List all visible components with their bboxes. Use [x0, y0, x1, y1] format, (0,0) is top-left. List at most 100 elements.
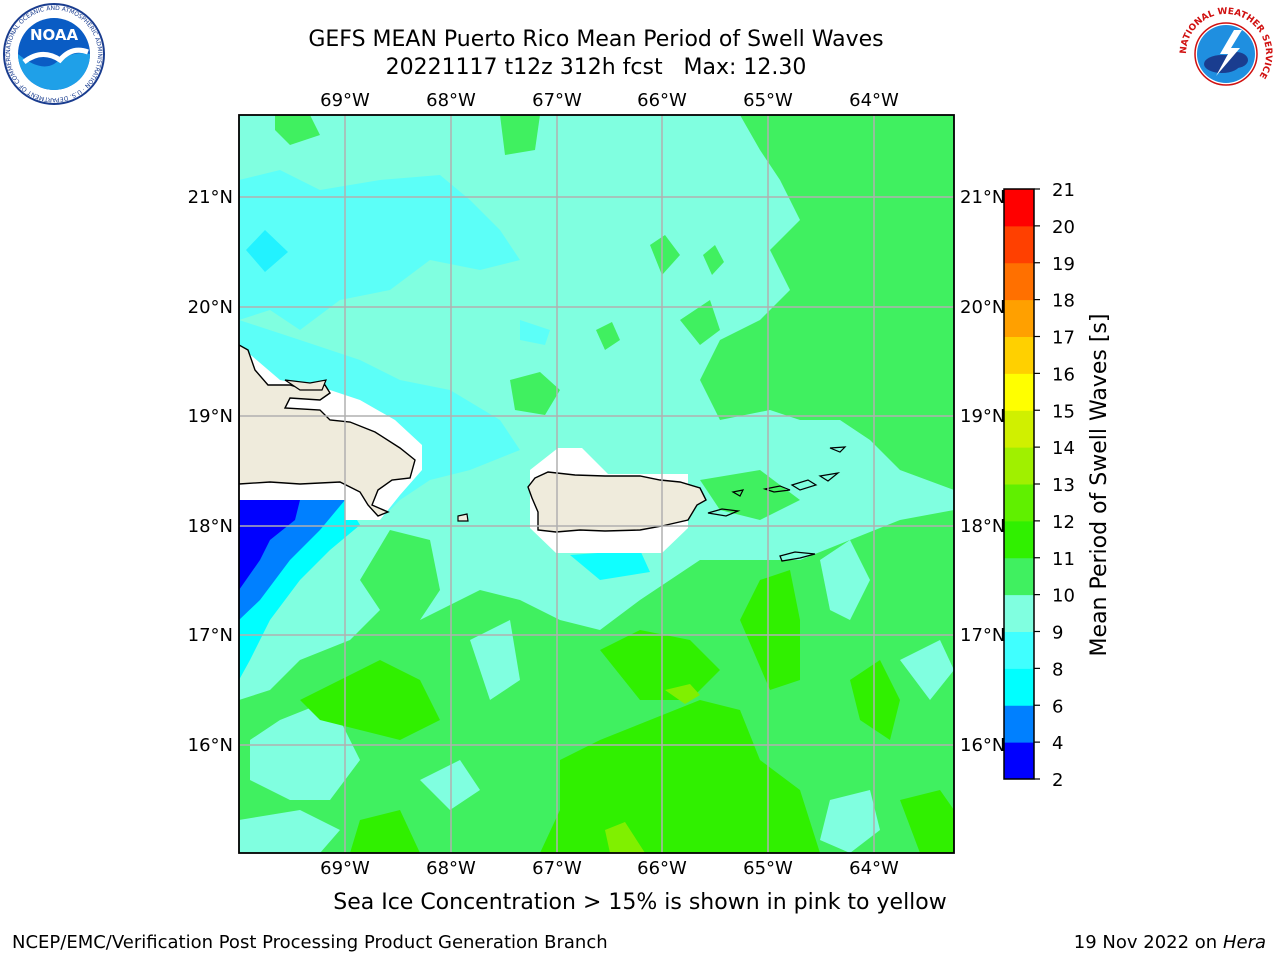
footer-date: 19 Nov 2022 on Hera [1074, 932, 1266, 953]
lon-labels-top: 69°W 68°W 67°W 66°W 65°W 64°W [320, 90, 899, 111]
colorbar-tick-label: 16 [1052, 364, 1075, 385]
field-11-12s-a [300, 660, 440, 740]
colorbar-swatch [1004, 410, 1034, 448]
lon-label: 65°W [743, 858, 793, 879]
colorbar-tick-label: 17 [1052, 328, 1075, 349]
lon-label: 65°W [743, 90, 793, 111]
colorbar-swatch [1004, 705, 1034, 743]
colorbar-tick-label: 10 [1052, 586, 1075, 607]
colorbar-swatch [1004, 447, 1034, 485]
lat-label: 21°N [960, 187, 1005, 208]
lat-label: 19°N [188, 406, 233, 427]
lat-label: 16°N [960, 735, 1005, 756]
field-9-10s-s4 [820, 790, 880, 853]
mona-island [457, 513, 469, 522]
colorbar-swatch [1004, 336, 1034, 374]
st-croix-land [779, 551, 816, 562]
colorbar-tick-label: 4 [1052, 733, 1063, 754]
colorbar-tick-label: 13 [1052, 475, 1075, 496]
map-frame [238, 114, 955, 854]
lat-label: 17°N [960, 625, 1005, 646]
colorbar-tick-label: 15 [1052, 401, 1075, 422]
anegada-land [829, 446, 847, 453]
tortola-land [790, 479, 818, 491]
colorbar-swatch [1004, 742, 1034, 780]
st-thomas-land [762, 485, 791, 493]
lat-labels-left: 21°N 20°N 19°N 18°N 17°N 16°N [188, 187, 233, 756]
colorbar-swatch [1004, 373, 1034, 411]
field-10-11s-patch-a [650, 235, 680, 275]
colorbar-tick-label: 19 [1052, 254, 1075, 275]
colorbar-tick-label: 20 [1052, 217, 1075, 238]
swell-period-field [239, 115, 954, 853]
colorbar-swatch [1004, 557, 1034, 596]
graticule [239, 115, 954, 853]
sea-ice-caption: Sea Ice Concentration > 15% is shown in … [333, 890, 947, 915]
field-10-11s-patch-c [680, 300, 720, 345]
lat-label: 20°N [960, 297, 1005, 318]
colorbar-tick-label: 9 [1052, 623, 1063, 644]
colorbar-tick-label: 21 [1052, 180, 1075, 201]
colorbar-swatch [1004, 520, 1034, 559]
footer-credit: NCEP/EMC/Verification Post Processing Pr… [12, 932, 608, 953]
colorbar-swatch [1004, 484, 1034, 522]
colorbar-swatch [1004, 631, 1034, 669]
field-10-11s-patch-d [510, 372, 560, 415]
field-8-9s-patch [520, 320, 550, 345]
footer-host: Hera [1222, 932, 1266, 953]
colorbar-swatch [1004, 225, 1034, 264]
lon-label: 66°W [637, 858, 687, 879]
culebra-land [731, 489, 745, 497]
lat-label: 21°N [188, 187, 233, 208]
field-6-8s-patch [246, 230, 288, 272]
field-11-12s-b [540, 700, 820, 853]
svg-text:NOAA: NOAA [30, 26, 79, 44]
lon-label: 68°W [426, 90, 476, 111]
field-11-12s-e [850, 660, 900, 740]
lon-label: 64°W [849, 90, 899, 111]
colorbar-tick-label: 8 [1052, 659, 1063, 680]
lat-label: 18°N [188, 516, 233, 537]
field-9-10s-sw [250, 700, 360, 800]
lat-label: 17°N [188, 625, 233, 646]
lon-label: 66°W [637, 90, 687, 111]
colorbar-swatch [1004, 262, 1034, 301]
lon-label: 69°W [320, 858, 370, 879]
colorbar-swatch [1004, 668, 1034, 706]
lat-labels-right: 21°N 20°N 19°N 18°N 17°N 16°N [960, 187, 1005, 756]
colorbar-tick-label: 11 [1052, 549, 1075, 570]
field-9-10s-s3 [820, 540, 870, 620]
colorbar-tick-label: 6 [1052, 696, 1063, 717]
tortuga-land [284, 379, 327, 391]
colorbar-swatch [1004, 189, 1034, 227]
field-11-12s-d [740, 570, 800, 690]
colorbar: 2 4 6 8 9 10 11 12 13 14 15 16 17 18 19 20 21 [1003, 180, 1075, 791]
lon-labels-bottom: 69°W 68°W 67°W 66°W 65°W 64°W [320, 858, 899, 879]
chart-title: GEFS MEAN Puerto Rico Mean Period of Swe… [196, 26, 996, 82]
title-line-2: 20221117 t12z 312h fcst Max: 12.30 [385, 55, 807, 80]
lat-label: 18°N [960, 516, 1005, 537]
field-10-11s-patch-b [703, 245, 724, 275]
lon-label: 67°W [532, 858, 582, 879]
nws-logo: NATIONAL WEATHER SERVICE [1178, 6, 1274, 102]
title-line-1: GEFS MEAN Puerto Rico Mean Period of Swe… [308, 27, 884, 52]
field-10-11s-east [700, 115, 954, 490]
colorbar-swatch [1004, 299, 1034, 337]
field-2-4s-sw [239, 500, 300, 590]
field-10-11s-patch-e [596, 322, 620, 350]
field-9-10s-s2 [470, 620, 520, 700]
lat-label: 20°N [188, 297, 233, 318]
lon-label: 69°W [320, 90, 370, 111]
lat-label: 19°N [960, 406, 1005, 427]
colorbar-tick-label: 12 [1052, 512, 1075, 533]
field-11-12s-g [900, 790, 954, 853]
field-10-11s-nw [275, 115, 320, 145]
colorbar-tick-label: 14 [1052, 438, 1075, 459]
field-9-10s-sw2 [239, 810, 340, 853]
field-8-9s-north [239, 170, 520, 330]
vieques-land [707, 508, 741, 517]
colorbar-label: Mean Period of Swell Waves [s] [1087, 314, 1112, 657]
field-10-11s-north [500, 115, 540, 155]
lat-label: 16°N [188, 735, 233, 756]
field-9-10s-s1 [420, 760, 480, 810]
